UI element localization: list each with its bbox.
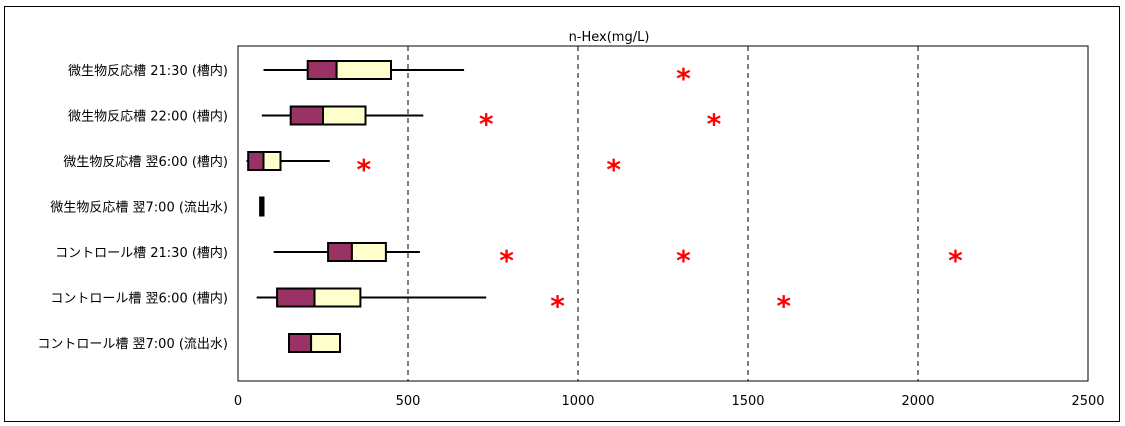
box-lower-quartile [327,242,353,262]
box-plot-item [288,333,342,353]
category-label: 微生物反応槽 翌7:00 (流出水) [50,201,228,216]
outlier-marker: * [707,108,722,141]
box-plot-item: * * [261,105,722,141]
category-label: コントロール槽 翌6:00 (槽内) [50,291,228,307]
x-tick-label: 0 [234,394,242,409]
box-lower-quartile [288,333,313,353]
x-axis-ticks: 0 500 1000 1500 2000 2500 [234,394,1105,409]
box-plot-item: * * * [273,242,963,277]
outlier-marker: * [356,153,371,186]
x-tick-label: 1500 [731,394,764,409]
grid-lines [407,46,919,381]
category-label: 微生物反応槽 翌6:00 (槽内) [63,154,228,170]
box-upper-quartile [262,151,282,171]
category-label: コントロール槽 21:30 (槽内) [55,245,228,261]
chart-frame: * * * * * * * * * * n-Hex(mg/L) 微生物反応槽 21:30 (槽内)… [4,6,1120,422]
plot-border [237,45,1089,382]
box-upper-quartile [310,333,342,353]
x-tick-label: 2000 [901,394,934,409]
box-lower-quartile [276,287,316,308]
outlier-marker: * [676,62,691,95]
box-upper-quartile [350,242,387,262]
chart-title: n-Hex(mg/L) [569,30,650,45]
box-plot-item [259,196,265,217]
box-upper-quartile [322,105,367,126]
x-tick-label: 500 [396,394,421,409]
category-label: 微生物反応槽 22:00 (槽内) [68,109,228,125]
box-upper-quartile [313,287,362,308]
outlier-marker: * [499,244,514,277]
outlier-marker: * [550,290,565,323]
box-layer: ** ** ** * ** * [246,60,963,353]
box-plot-item: * * [246,151,621,186]
category-label: 微生物反応槽 21:30 (槽内) [68,63,228,79]
outlier-marker: * [479,108,494,141]
box-lower-quartile [306,60,338,80]
category-labels: 微生物反応槽 21:30 (槽内) 微生物反応槽 22:00 (槽内) 微生物反応槽… [37,63,228,352]
box-lower-quartile [247,151,265,171]
box-upper-quartile [335,60,393,80]
outlier-marker: * [948,244,963,277]
box-plot-item: * [263,60,691,95]
plot-area: ** ** ** * ** * [237,45,1089,382]
box-upper-quartile [260,196,265,217]
category-label: コントロール槽 翌7:00 (流出水) [37,337,228,352]
outlier-marker: * [676,244,691,277]
outlier-marker: * [776,290,791,323]
boxplot-chart: ** ** ** * ** * n-Hex(mg/L) 微生物反応槽 21:30 (槽内)… [37,30,1105,409]
outlier-marker: * [606,153,621,186]
x-tick-label: 2500 [1071,394,1104,409]
box-plot-item: * * [256,287,791,323]
x-tick-label: 1000 [561,394,594,409]
box-lower-quartile [289,105,325,126]
